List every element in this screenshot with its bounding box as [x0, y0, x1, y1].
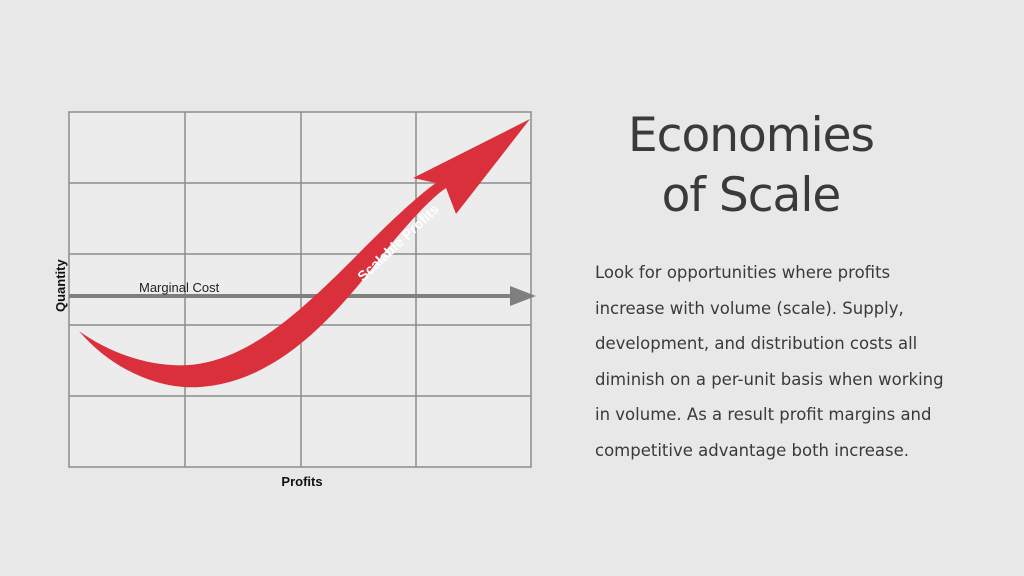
y-axis-label: Quantity: [53, 259, 68, 312]
slide-body-text: Look for opportunities where profits inc…: [595, 263, 944, 460]
x-axis-label: Profits: [281, 474, 322, 489]
economies-of-scale-diagram: Marginal Cost Scalable Profits Quantity …: [53, 111, 536, 489]
marginal-cost-label: Marginal Cost: [139, 280, 220, 295]
scalable-profits-arrow: [79, 119, 530, 388]
slide-title-line-1: Economies: [627, 108, 875, 163]
slide-title-line-2: of Scale: [661, 168, 842, 223]
marginal-cost-arrow: [69, 286, 536, 306]
